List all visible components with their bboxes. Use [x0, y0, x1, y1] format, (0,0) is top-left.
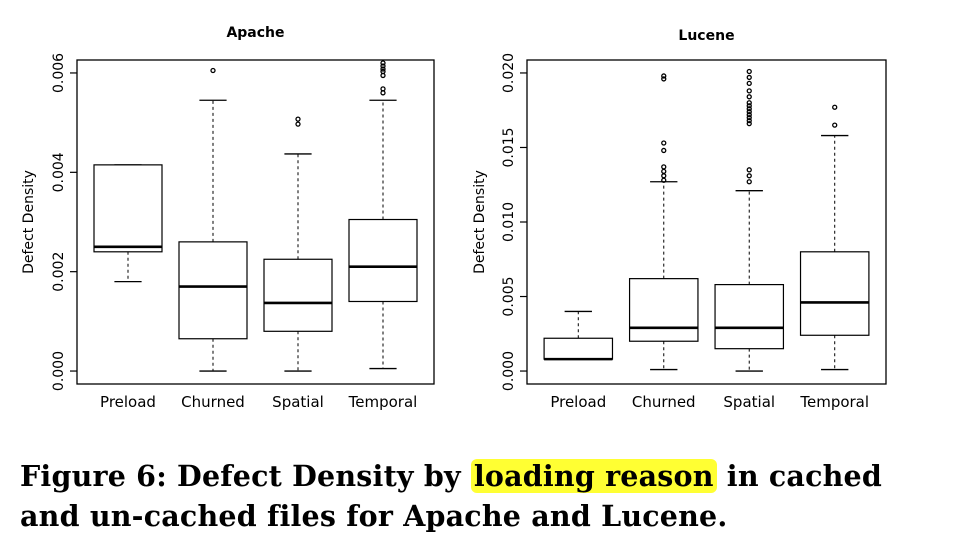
- outlier-point: [746, 115, 752, 121]
- outlier-point: [746, 167, 752, 173]
- iqr-box: [543, 337, 614, 360]
- x-tick-label: Preload: [550, 393, 606, 411]
- outlier-point: [661, 76, 667, 82]
- outlier-point: [746, 118, 752, 124]
- caption-highlight: loading reason: [470, 459, 717, 493]
- x-tick-label: Spatial: [272, 393, 324, 411]
- x-tick-label: Spatial: [723, 393, 775, 411]
- y-axis-label: Defect Density: [472, 170, 488, 274]
- outlier-point: [661, 168, 667, 174]
- iqr-box: [178, 241, 248, 340]
- outlier-point: [832, 122, 838, 128]
- y-tick-label: 0.020: [501, 53, 517, 93]
- box-spatial: [263, 116, 333, 372]
- outlier-point: [746, 173, 752, 179]
- x-tick-label: Temporal: [348, 393, 418, 411]
- outlier-point: [746, 106, 752, 112]
- outlier-point: [380, 63, 386, 69]
- chart-title: Lucene: [678, 28, 734, 44]
- x-tick-label: Churned: [181, 393, 245, 411]
- iqr-box: [263, 258, 333, 332]
- outlier-point: [746, 68, 752, 75]
- box-temporal: [799, 104, 870, 371]
- outlier-point: [661, 73, 667, 79]
- outlier-point: [746, 120, 752, 127]
- y-tick-label: 0.015: [501, 127, 517, 167]
- outlier-point: [295, 121, 301, 127]
- outlier-point: [746, 94, 752, 100]
- outlier-point: [832, 104, 838, 110]
- outlier-point: [746, 109, 752, 115]
- y-axis-label: Defect Density: [21, 170, 37, 274]
- y-tick-label: 0.005: [501, 276, 517, 316]
- iqr-box: [93, 164, 163, 253]
- iqr-box: [628, 278, 699, 342]
- outlier-point: [295, 116, 301, 122]
- caption-prefix: Figure 6: Defect Density by: [20, 459, 471, 493]
- outlier-point: [661, 147, 667, 154]
- y-tick-label: 0.000: [501, 351, 517, 391]
- outlier-point: [380, 66, 386, 72]
- outlier-point: [746, 80, 752, 87]
- box-churned: [628, 73, 699, 371]
- y-tick-label: 0.002: [51, 252, 67, 292]
- outlier-point: [746, 88, 752, 94]
- outlier-point: [661, 173, 667, 179]
- box-preload: [543, 310, 614, 361]
- chart-title: Apache: [226, 25, 284, 41]
- outlier-point: [380, 60, 386, 66]
- outlier-point: [746, 179, 752, 185]
- y-tick-label: 0.000: [51, 351, 67, 391]
- apache-boxplot-panel: Apache Defect Density 0.000 0.002 0.004 0.006…: [21, 25, 435, 411]
- x-tick-label: Temporal: [799, 393, 869, 411]
- figure-6-boxplots: Apache Defect Density 0.000 0.002 0.004 0.006…: [21, 25, 887, 411]
- outlier-point: [746, 74, 752, 81]
- y-tick-label: 0.004: [51, 152, 67, 192]
- caption-suffix: in cached and un-cached files for Apache…: [20, 459, 883, 533]
- y-tick-label: 0.006: [51, 53, 67, 93]
- box-preload: [93, 164, 163, 283]
- figure-caption: Figure 6: Defect Density by loading reas…: [20, 456, 945, 536]
- outlier-point: [380, 86, 386, 92]
- outlier-point: [746, 112, 752, 118]
- x-tick-label: Preload: [100, 393, 156, 411]
- outlier-point: [380, 68, 386, 75]
- iqr-box: [799, 251, 870, 336]
- plot-frame: [76, 59, 435, 385]
- outlier-point: [746, 100, 752, 106]
- x-tick-label: Churned: [632, 393, 696, 411]
- iqr-box: [348, 218, 418, 303]
- box-spatial: [714, 68, 785, 372]
- outlier-point: [746, 103, 752, 109]
- outlier-point: [661, 177, 667, 183]
- lucene-boxplot-panel: Lucene Defect Density 0.000 0.005 0.010 0.015…: [472, 28, 887, 411]
- outlier-point: [661, 140, 667, 146]
- outlier-point: [210, 67, 216, 74]
- outlier-point: [661, 164, 667, 170]
- box-churned: [178, 67, 248, 372]
- box-temporal: [348, 60, 418, 370]
- iqr-box: [714, 283, 785, 350]
- y-tick-label: 0.010: [501, 202, 517, 242]
